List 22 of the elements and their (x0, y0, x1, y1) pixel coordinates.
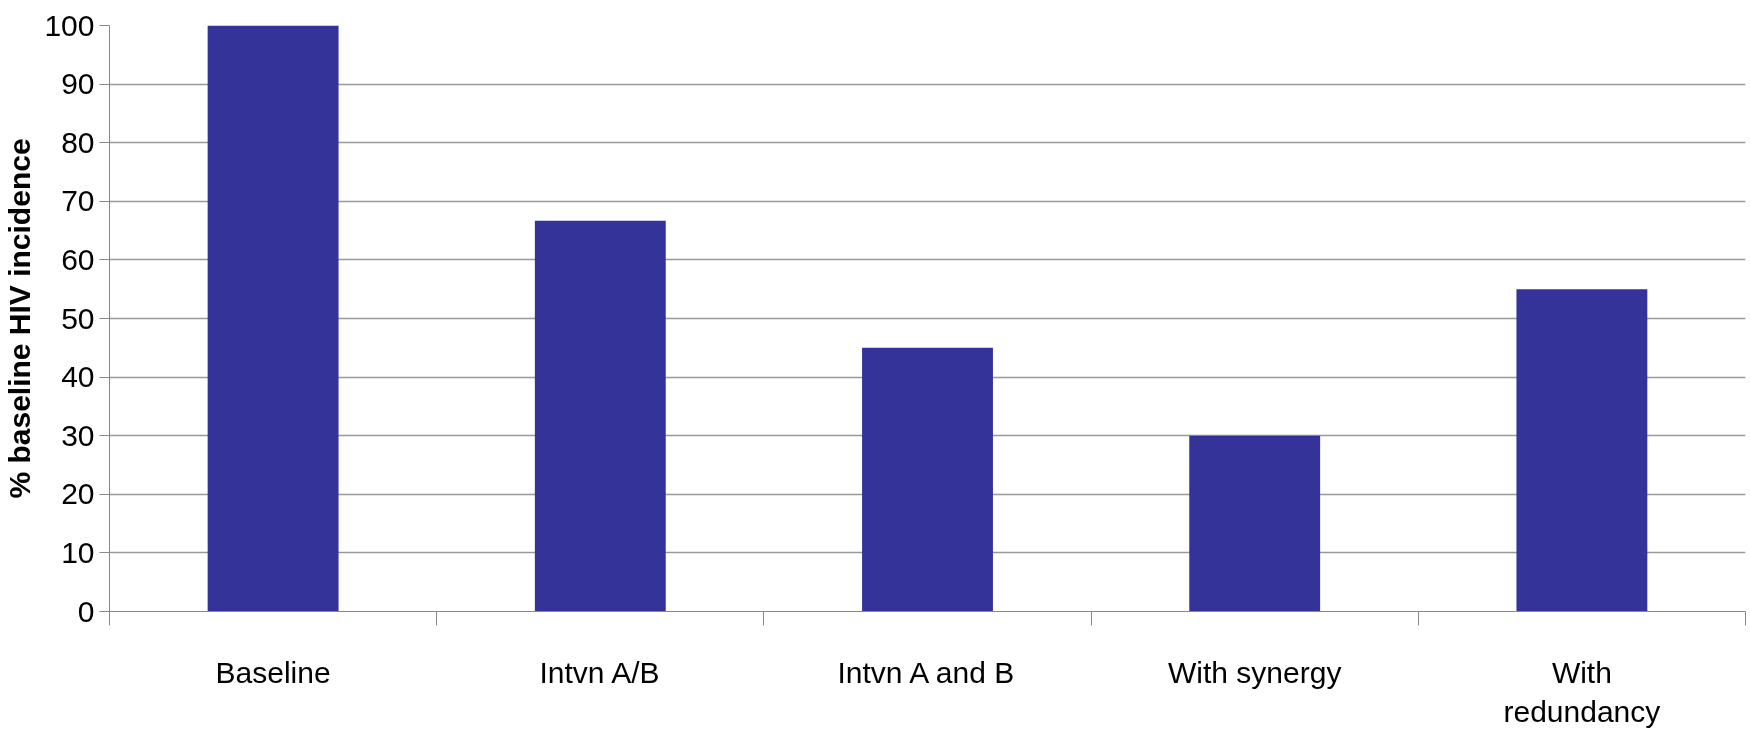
y-tick-label: 10 (61, 535, 95, 569)
bar (1189, 435, 1321, 612)
x-tick-label: Baseline (215, 655, 331, 689)
y-tick-label: 50 (61, 301, 95, 335)
y-tick-label: 20 (61, 477, 95, 511)
y-tick-label: 40 (61, 360, 95, 394)
y-axis-title: % baseline HIV incidence (3, 138, 37, 499)
x-tick-label: With redundancy (1503, 655, 1661, 729)
y-tick-label: 60 (61, 242, 95, 276)
y-tick-label: 0 (77, 594, 95, 628)
x-tick-label: Intvn A/B (539, 655, 660, 689)
x-tick-label: With synergy (1168, 655, 1342, 689)
y-tick-label: 80 (61, 125, 95, 159)
x-tick-label: Intvn A and B (837, 655, 1015, 689)
y-tick-label: 90 (61, 67, 95, 101)
y-tick-label: 70 (61, 184, 95, 218)
bar (534, 220, 666, 612)
bar (207, 25, 339, 612)
bar (862, 347, 993, 612)
y-tick-label: 100 (44, 8, 95, 42)
y-tick-label: 30 (61, 418, 95, 452)
bar (1516, 289, 1648, 612)
